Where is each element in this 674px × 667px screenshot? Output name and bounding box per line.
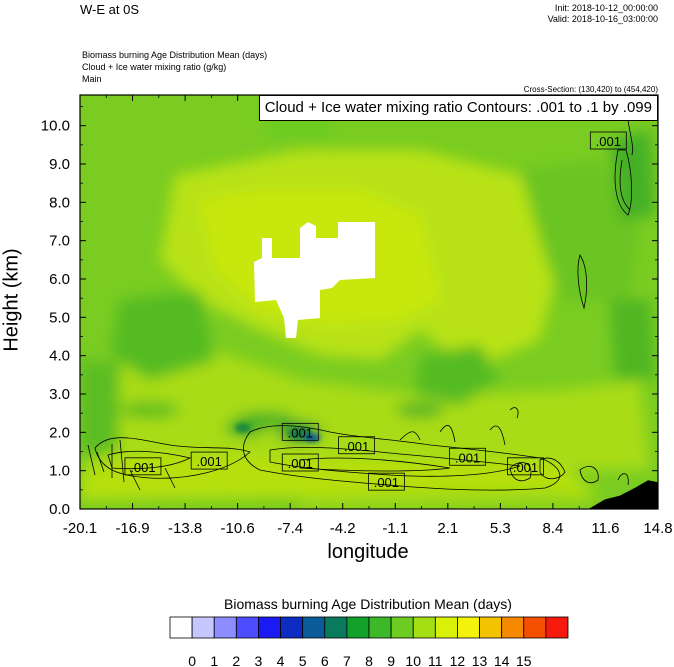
- contour-label-text: .001: [513, 460, 538, 475]
- colorbar-title: Biomass burning Age Distribution Mean (d…: [224, 596, 512, 612]
- colorbar-swatch: [479, 616, 503, 639]
- y-tick-label: 5.0: [49, 309, 70, 326]
- colorbar-swatch: [412, 616, 436, 639]
- colorbar-swatch: [235, 616, 259, 639]
- contour-label: .001: [124, 457, 162, 476]
- x-axis-label: longitude: [327, 541, 409, 563]
- colorbar-label: 8: [365, 653, 373, 667]
- colorbar-label: 7: [343, 653, 351, 667]
- white-region: [254, 222, 375, 338]
- contour-label: .001: [338, 436, 375, 455]
- contour-label: .001: [281, 422, 319, 441]
- y-tick-label: 0.0: [49, 501, 70, 518]
- x-tick-label: -13.8: [168, 520, 202, 537]
- plot-title: W-E at 0S: [80, 2, 140, 17]
- colorbar-label: 6: [321, 653, 329, 667]
- cross-section-label: Cross-Section: (130,420) to (454,420): [523, 85, 658, 94]
- colorbar-swatch: [191, 616, 215, 639]
- colorbar-swatch: [302, 616, 326, 639]
- y-axis-label: Height (km): [0, 248, 23, 352]
- y-tick-label: 1.0: [49, 463, 70, 480]
- contour-label-text: .001: [288, 425, 313, 440]
- x-tick-label: 11.6: [591, 520, 619, 537]
- colorbar-label: 0: [188, 653, 196, 667]
- colorbar-swatch: [457, 616, 480, 639]
- y-axis: 0.0 1.0 2.0 3.0 4.0 5.0 6.0 7.0 8.0 9.0 10.0: [41, 106, 658, 518]
- contour-label-text: .001: [455, 450, 480, 465]
- x-tick-label: 14.8: [643, 520, 672, 537]
- y-tick-label: 8.0: [49, 194, 70, 211]
- colorbar-label: 10: [405, 653, 421, 667]
- colorbar-swatch: [434, 616, 458, 639]
- cloud-contours: [87, 119, 633, 491]
- contour-label: .001: [589, 131, 627, 150]
- contour-label-text: .001: [130, 460, 155, 475]
- x-tick-label: 8.4: [542, 520, 563, 537]
- valid-time: Valid: 2018-10-16_03:00:00: [547, 14, 658, 24]
- colorbar-label: 12: [450, 653, 466, 667]
- colorbar: 0 1 2 3 4 5 6 7 8 9 10 11 12 13 14 15: [169, 616, 569, 667]
- y-tick-label: 6.0: [49, 271, 70, 288]
- y-tick-label: 10.0: [41, 118, 70, 135]
- contour-label: .001: [367, 472, 405, 491]
- colorbar-label: 9: [387, 653, 395, 667]
- colorbar-swatch: [390, 616, 414, 639]
- x-tick-label: -7.4: [277, 520, 303, 537]
- colorbar-swatch: [258, 616, 281, 639]
- colorbar-swatch: [213, 616, 237, 639]
- contour-label-text: .001: [596, 134, 621, 149]
- y-tick-label: 2.0: [49, 424, 70, 441]
- heatmap-field: [80, 95, 658, 509]
- contour-labels: .001 .001 .001 .001 .001 .001 .001 .001 .001: [124, 131, 627, 491]
- init-time: Init: 2018-10-12_00:00:00: [554, 3, 658, 13]
- contour-label: .001: [190, 451, 228, 470]
- x-tick-label: -1.1: [382, 520, 408, 537]
- contour-label: .001: [449, 447, 486, 466]
- colorbar-label: 14: [494, 653, 510, 667]
- colorbar-swatch: [280, 616, 304, 639]
- colorbar-label: 15: [516, 653, 532, 667]
- contour-label-text: .001: [288, 456, 313, 471]
- x-tick-label: -16.9: [115, 520, 149, 537]
- x-tick-label: -10.6: [221, 520, 255, 537]
- y-tick-label: 3.0: [49, 386, 70, 403]
- x-tick-label: 2.1: [437, 520, 458, 537]
- contour-label-text: .001: [197, 454, 222, 469]
- y-tick-label: 9.0: [49, 156, 70, 173]
- colorbar-swatch: [324, 616, 348, 639]
- colorbar-swatch: [169, 616, 193, 639]
- colorbar-label: 5: [299, 653, 307, 667]
- colorbar-label: 13: [472, 653, 488, 667]
- field-label-2: Cloud + Ice water mixing ratio (g/kg): [82, 62, 227, 72]
- colorbar-label: 3: [255, 653, 263, 667]
- contour-label: .001: [507, 457, 544, 476]
- colorbar-swatch: [545, 616, 569, 639]
- x-tick-label: -20.1: [63, 520, 97, 537]
- terrain: [588, 480, 658, 509]
- contour-label-text: .001: [344, 439, 369, 454]
- colorbar-label: 1: [210, 653, 218, 667]
- x-tick-label: 5.3: [490, 520, 511, 537]
- field-label-1: Biomass burning Age Distribution Mean (d…: [82, 50, 268, 60]
- colorbar-swatch: [501, 616, 525, 639]
- colorbar-label: 11: [428, 653, 443, 667]
- colorbar-swatch: [523, 616, 547, 639]
- contour-label-text: .001: [374, 475, 399, 490]
- y-tick-label: 7.0: [49, 233, 70, 250]
- colorbar-swatch: [368, 616, 392, 639]
- field-label-3: Main: [82, 74, 102, 84]
- contour-label: .001: [281, 453, 319, 472]
- contour-info-box: Cloud + Ice water mixing ratio Contours:…: [258, 95, 658, 121]
- colorbar-label: 4: [277, 653, 285, 667]
- colorbar-label: 2: [232, 653, 240, 667]
- x-tick-label: -4.2: [330, 520, 356, 537]
- colorbar-swatch: [346, 616, 370, 639]
- y-tick-label: 4.0: [49, 348, 70, 365]
